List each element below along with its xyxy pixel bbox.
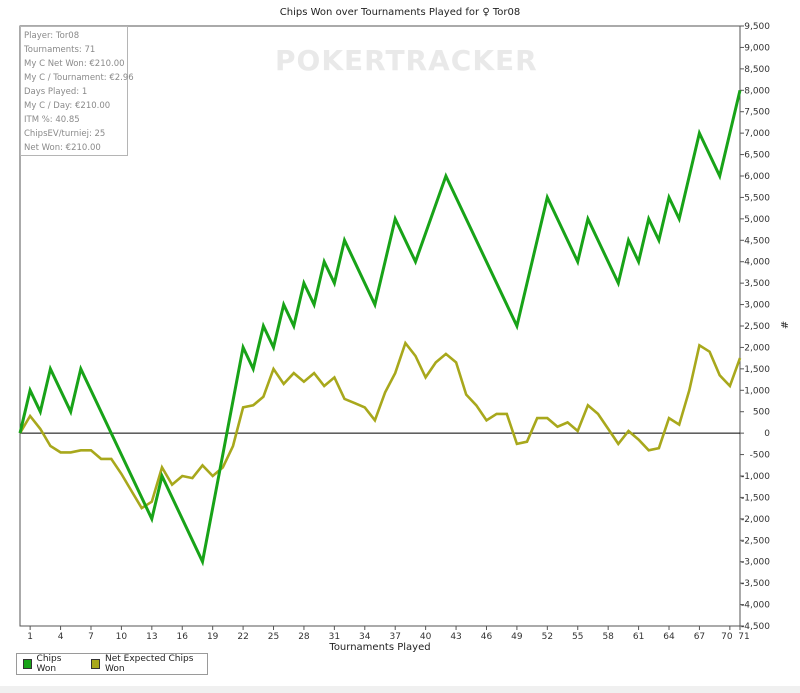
y-axis-label: #: [778, 321, 789, 329]
y-tick-label: 4,500: [744, 236, 770, 246]
x-tick-label: 34: [359, 632, 371, 642]
y-tick-label: 7,500: [744, 108, 770, 118]
x-axis-label: Tournaments Played: [328, 642, 430, 653]
x-tick-label: 67: [694, 632, 705, 642]
series-net-expected: [18, 340, 742, 510]
legend-item-net-expected[interactable]: Net Expected Chips Won: [91, 654, 197, 674]
x-tick-label: 16: [177, 632, 189, 642]
x-tick-label: 61: [633, 632, 644, 642]
x-tick-label: 22: [237, 632, 248, 642]
stat-per-day: My C / Day: €210.00: [24, 101, 111, 111]
y-tick-label: -1,500: [741, 493, 770, 503]
y-tick-label: -1,000: [741, 472, 770, 482]
stats-box: Player: Tor08 Tournaments: 71 My C Net W…: [20, 26, 134, 156]
y-tick-label: 7,000: [744, 129, 770, 139]
x-tick-label: 64: [663, 632, 675, 642]
x-tick-label: 1: [27, 632, 33, 642]
x-tick-label: 46: [481, 632, 493, 642]
y-tick-label: 2,000: [744, 343, 770, 353]
y-tick-label: 5,000: [744, 215, 770, 225]
stat-net-won-c: My C Net Won: €210.00: [24, 59, 125, 69]
x-tick-label: 13: [146, 632, 157, 642]
y-tick-label: 500: [753, 408, 770, 418]
legend-item-chips-won[interactable]: Chips Won: [23, 654, 75, 674]
x-tick-label: 71: [738, 632, 749, 642]
stat-days-played: Days Played: 1: [24, 87, 88, 97]
x-tick-label: 31: [329, 632, 340, 642]
x-tick-label: 4: [58, 632, 64, 642]
chart-title: Chips Won over Tournaments Played for ♀ …: [280, 7, 520, 18]
y-tick-label: -3,500: [741, 579, 770, 589]
x-tick-label: 49: [511, 632, 523, 642]
x-tick-label: 7: [88, 632, 94, 642]
x-axis: 1 4 7 10 13 16 19 22 25 28 31 34 37 40 43 46 49 52 55 58 61 6…: [27, 626, 750, 642]
x-tick-label: 43: [450, 632, 461, 642]
stat-chipsev: ChipsEV/turniej: 25: [24, 129, 106, 139]
stat-per-tournament: My C / Tournament: €2.96: [24, 73, 134, 83]
y-tick-label: 9,000: [744, 43, 770, 53]
y-tick-label: -4,000: [741, 601, 770, 611]
pokertracker-watermark: POKERTRACKER: [275, 44, 538, 77]
y-tick-label: 2,500: [744, 322, 770, 332]
footer-bar: [0, 686, 800, 693]
x-tick-label: 25: [268, 632, 279, 642]
series-chips-won: [18, 89, 742, 567]
stat-itm: ITM %: 40.85: [24, 115, 80, 125]
x-tick-label: 40: [420, 632, 432, 642]
x-tick-label: 10: [116, 632, 128, 642]
y-tick-label: 4,000: [744, 258, 770, 268]
x-tick-label: 55: [572, 632, 583, 642]
y-tick-label: 6,500: [744, 151, 770, 161]
legend-swatch-chips-won: [23, 659, 32, 669]
stat-tournaments: Tournaments: 71: [24, 45, 96, 55]
y-tick-label: 9,500: [744, 22, 770, 32]
y-tick-label: -500: [750, 451, 771, 461]
y-tick-label: -3,000: [741, 558, 770, 568]
x-tick-label: 28: [298, 632, 310, 642]
legend-swatch-net-expected: [91, 659, 100, 669]
x-tick-label: 52: [542, 632, 553, 642]
y-tick-label: 8,000: [744, 86, 770, 96]
legend-label-chips-won: Chips Won: [36, 654, 62, 674]
y-tick-label: 8,500: [744, 65, 770, 75]
stat-net-won: Net Won: €210.00: [24, 143, 101, 153]
y-tick-label: -2,000: [741, 515, 770, 525]
y-tick-label: 1,500: [744, 365, 770, 375]
series-layer: [18, 89, 742, 567]
plot-area: [19, 25, 741, 627]
y-tick-label: 3,500: [744, 279, 770, 289]
legend: Chips Won Net Expected Chips Won: [16, 653, 208, 675]
y-tick-label: 1,000: [744, 386, 770, 396]
legend-label-net-expected: Net Expected Chips Won: [104, 654, 194, 674]
y-tick-label: -4,500: [741, 622, 770, 632]
x-tick-label: 19: [207, 632, 219, 642]
y-tick-label: 0: [764, 429, 770, 439]
x-tick-label: 37: [389, 632, 400, 642]
stat-player: Player: Tor08: [24, 31, 80, 41]
y-tick-label: 3,000: [744, 301, 770, 311]
x-tick-label: 70: [721, 632, 733, 642]
y-tick-label: 5,500: [744, 193, 770, 203]
y-tick-label: -2,500: [741, 536, 770, 546]
x-tick-label: 58: [602, 632, 614, 642]
y-axis: 9,500 9,000 8,500 8,000 7,500 7,000 6,500 6,000…: [740, 22, 770, 632]
y-tick-label: 6,000: [744, 172, 770, 182]
